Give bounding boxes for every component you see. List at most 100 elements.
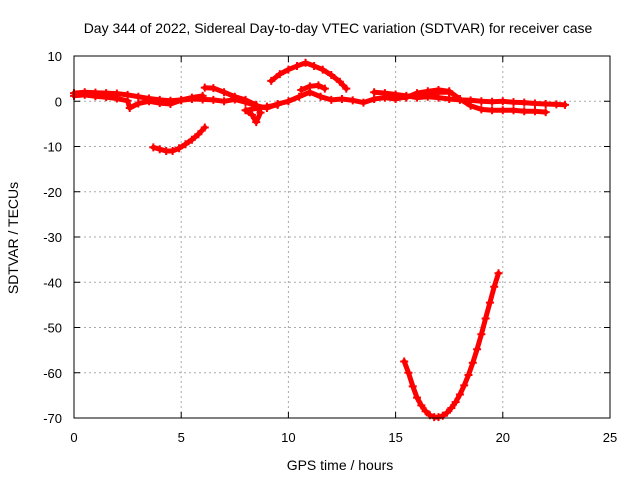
data-point (445, 94, 454, 103)
data-point (198, 95, 207, 104)
data-point (498, 106, 507, 115)
data-point (413, 393, 422, 402)
data-point (318, 65, 327, 74)
data-point (541, 108, 550, 117)
data-point (509, 98, 518, 107)
x-tick-label: 10 (281, 430, 295, 445)
data-point (348, 96, 357, 105)
y-tick-label: -10 (43, 140, 62, 155)
data-point (466, 101, 475, 110)
x-tick-label: 5 (178, 430, 185, 445)
data-point (335, 77, 344, 86)
data-points (70, 58, 569, 422)
data-point (400, 357, 409, 366)
data-point (273, 100, 282, 109)
data-point (417, 401, 426, 410)
data-point (256, 108, 265, 117)
y-tick-label: -30 (43, 230, 62, 245)
data-point (445, 87, 454, 96)
data-point (254, 104, 263, 113)
data-point (102, 93, 111, 102)
data-point (316, 92, 325, 101)
data-point (447, 404, 456, 413)
data-point (338, 94, 346, 103)
data-point (509, 106, 518, 115)
data-point (145, 97, 154, 106)
data-point (292, 61, 301, 70)
data-point (530, 107, 539, 116)
data-point (181, 140, 190, 149)
data-point (464, 371, 473, 380)
data-point (123, 96, 132, 105)
data-point (490, 282, 499, 291)
y-tick-label: -70 (43, 411, 62, 426)
data-point (194, 130, 203, 139)
data-point (155, 145, 164, 154)
data-point (241, 106, 250, 115)
data-point (498, 97, 507, 106)
x-tick-label: 15 (388, 430, 402, 445)
data-point (488, 106, 497, 115)
x-tick-label: 0 (70, 430, 77, 445)
data-point (494, 269, 503, 278)
data-point (451, 398, 460, 407)
data-point (295, 92, 304, 101)
x-axis-label: GPS time / hours (287, 457, 394, 473)
data-point (187, 94, 196, 103)
data-point (175, 144, 184, 153)
data-point (455, 94, 464, 103)
data-point (327, 71, 336, 80)
data-point (112, 94, 121, 103)
data-point (220, 97, 229, 106)
y-tick-label: 10 (48, 49, 62, 64)
data-point (421, 407, 430, 416)
data-point (423, 87, 432, 96)
data-point (391, 92, 400, 101)
data-point (359, 98, 368, 107)
data-point (267, 76, 276, 85)
y-tick-label: -50 (43, 321, 62, 336)
data-point (80, 90, 89, 99)
data-point (314, 81, 323, 90)
data-point (408, 382, 417, 391)
x-tick-label: 25 (603, 430, 617, 445)
data-point (473, 345, 482, 354)
data-point (91, 92, 100, 101)
data-point (200, 123, 209, 132)
data-point (434, 93, 443, 102)
data-point (166, 99, 175, 108)
data-point (275, 70, 284, 79)
data-point (134, 99, 143, 108)
data-point (209, 95, 218, 104)
data-point (460, 381, 469, 390)
data-point (177, 96, 186, 105)
data-point (125, 104, 134, 113)
data-point (297, 85, 306, 94)
data-point (241, 95, 250, 104)
series-line-arc-6 (298, 82, 328, 93)
y-tick-label: -60 (43, 366, 62, 381)
data-point (247, 110, 256, 119)
data-point (370, 94, 379, 103)
data-point (230, 92, 239, 101)
data-point (455, 390, 464, 399)
data-point (477, 105, 486, 114)
data-point (327, 95, 336, 104)
data-point (488, 97, 497, 106)
series-line-arc-5 (268, 60, 349, 92)
data-point (560, 100, 569, 109)
data-point (413, 89, 422, 98)
data-point (284, 65, 293, 74)
data-point (155, 99, 164, 108)
y-tick-label: -20 (43, 185, 62, 200)
data-point (168, 147, 177, 156)
data-point (262, 102, 271, 111)
x-tick-label: 20 (496, 430, 510, 445)
data-point (404, 368, 413, 377)
data-point (443, 408, 452, 417)
data-point (468, 358, 477, 367)
data-point (481, 314, 490, 323)
data-point (530, 99, 539, 108)
data-point (434, 413, 443, 422)
